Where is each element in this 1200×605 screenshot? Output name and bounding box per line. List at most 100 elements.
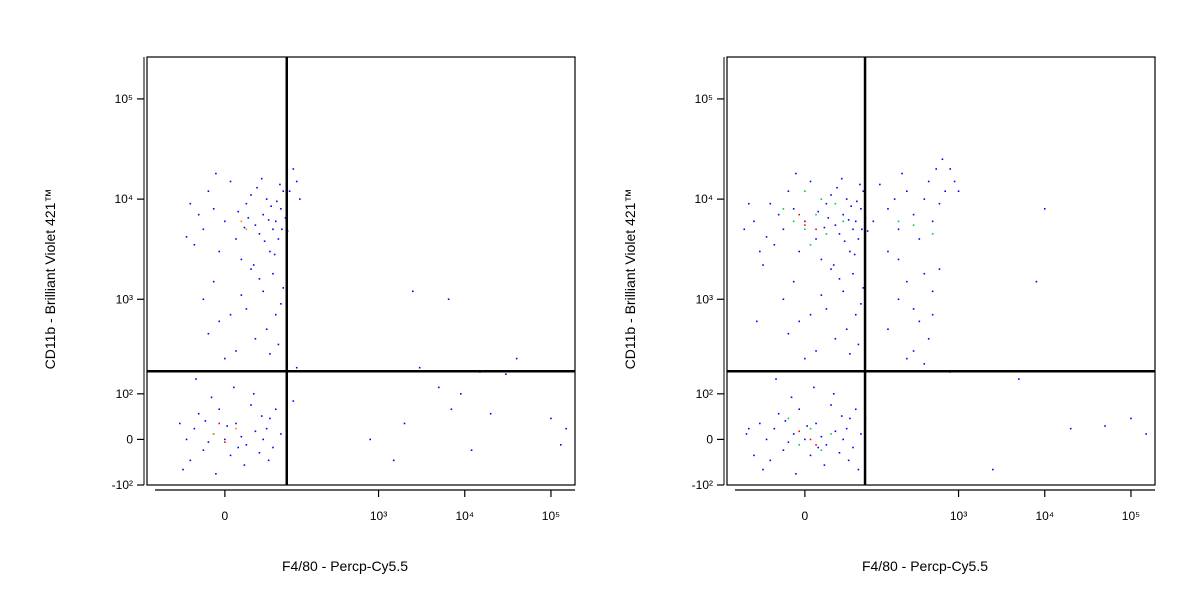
dot	[254, 430, 257, 433]
dot	[957, 190, 960, 192]
dot	[274, 220, 277, 223]
dot	[809, 438, 812, 441]
dot	[813, 386, 815, 389]
dot	[245, 308, 248, 310]
dot	[269, 353, 271, 355]
dot	[229, 180, 232, 183]
x-tick-label: 10⁴	[455, 509, 474, 523]
dot	[252, 264, 255, 266]
dot	[918, 320, 921, 323]
dot	[280, 303, 282, 305]
dot	[260, 415, 263, 417]
dot	[182, 468, 184, 471]
dot	[923, 198, 926, 200]
dot	[550, 417, 552, 420]
dot	[267, 219, 270, 221]
dot	[258, 451, 261, 454]
dot	[207, 190, 210, 192]
dot	[204, 420, 207, 422]
dot	[273, 253, 276, 256]
dot	[224, 441, 226, 443]
dot	[369, 438, 372, 441]
dot	[782, 228, 785, 231]
dot	[256, 186, 258, 189]
dot	[790, 396, 793, 399]
dot	[229, 454, 232, 457]
dot	[804, 228, 806, 231]
dot	[845, 427, 848, 430]
dot	[906, 190, 908, 192]
dot	[460, 393, 462, 395]
dot	[284, 217, 287, 219]
dot	[849, 417, 851, 420]
dot	[931, 233, 934, 235]
dot	[258, 233, 261, 235]
dot	[212, 280, 215, 283]
dot	[798, 320, 801, 323]
dot	[782, 208, 785, 210]
dot	[212, 208, 215, 210]
dot	[777, 213, 780, 216]
dot	[250, 194, 252, 196]
dot	[245, 202, 248, 205]
dot	[762, 468, 764, 471]
dot	[274, 313, 277, 316]
dot	[820, 449, 823, 451]
dot	[765, 438, 768, 441]
y-tick-label: 10²	[696, 387, 713, 401]
dot	[798, 408, 801, 411]
dot	[804, 438, 806, 441]
dot	[262, 213, 265, 216]
dot	[861, 228, 863, 231]
dot	[1104, 425, 1106, 427]
dot	[792, 208, 795, 210]
x-tick-label: 0	[222, 509, 229, 523]
dot	[235, 350, 237, 352]
dot	[224, 357, 226, 360]
dot	[938, 202, 941, 205]
dot	[953, 180, 956, 183]
dot	[852, 446, 854, 449]
dot	[992, 468, 994, 471]
dot	[823, 464, 826, 466]
dot	[288, 190, 291, 192]
dot	[927, 337, 930, 340]
dot	[860, 208, 862, 210]
dot	[830, 268, 832, 270]
dot	[262, 438, 265, 441]
dot	[859, 183, 861, 186]
dot	[941, 158, 944, 161]
dot	[1069, 427, 1072, 430]
dot	[773, 427, 776, 430]
dot	[815, 350, 817, 352]
dot	[944, 190, 947, 192]
dot	[792, 280, 795, 283]
y-tick-label: 10³	[116, 292, 133, 306]
dot	[842, 290, 845, 293]
dot	[854, 408, 857, 411]
dot	[832, 393, 835, 395]
dot	[887, 250, 889, 253]
dot	[798, 213, 801, 216]
dot	[854, 220, 857, 223]
dot	[787, 332, 790, 335]
dot	[838, 278, 841, 280]
dot	[834, 430, 837, 433]
dot	[782, 449, 785, 451]
dot	[197, 213, 200, 216]
dot	[179, 422, 181, 425]
dot	[412, 290, 414, 293]
dot	[850, 205, 852, 207]
dot	[269, 417, 271, 420]
x-tick-label: 10⁵	[1122, 509, 1140, 523]
dot	[277, 343, 280, 346]
dot	[262, 290, 265, 293]
dot	[243, 464, 246, 466]
dot	[210, 396, 213, 399]
plot	[743, 158, 1147, 475]
dot	[847, 219, 850, 221]
dot	[817, 210, 820, 213]
dot	[438, 386, 440, 389]
dot	[748, 427, 750, 430]
dot	[893, 198, 896, 200]
